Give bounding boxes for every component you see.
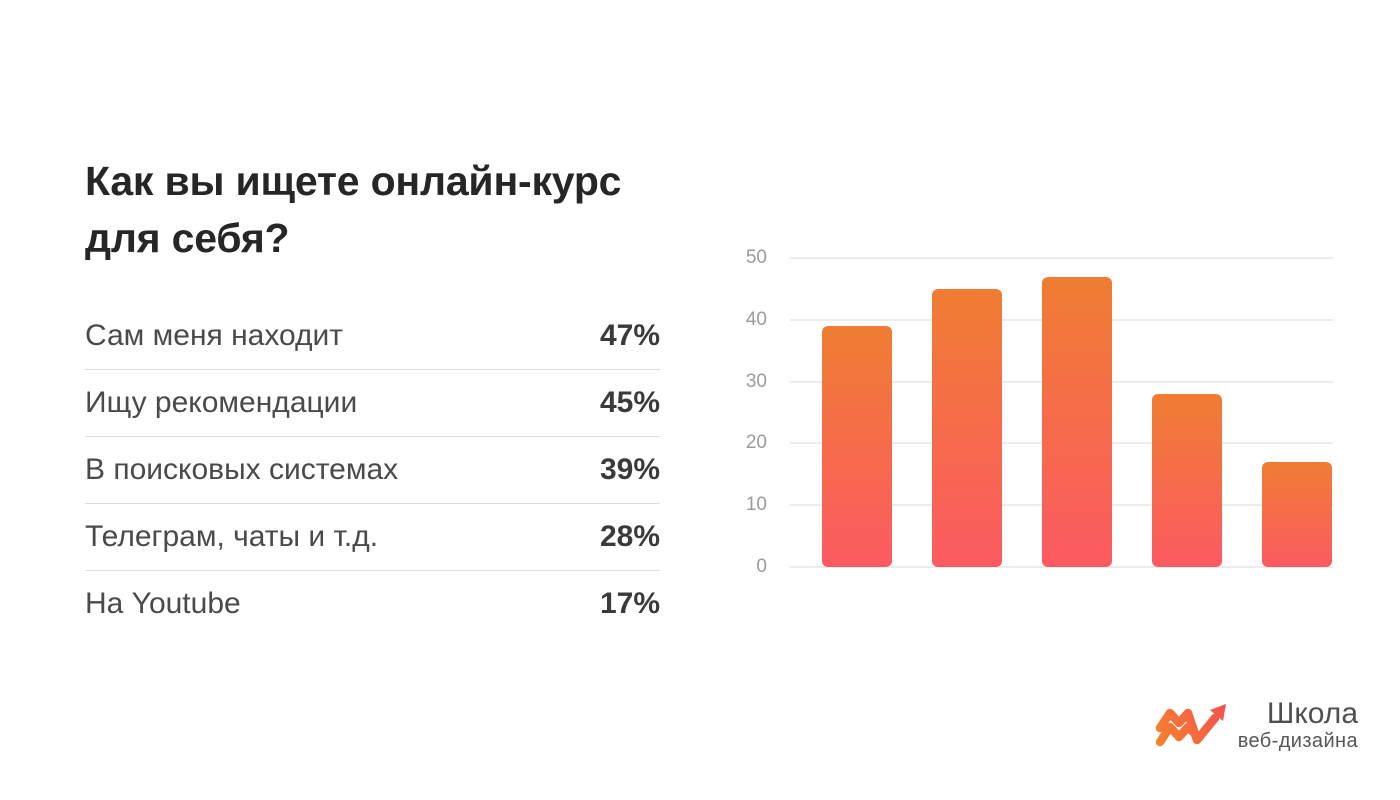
survey-row-value: 47% <box>599 318 660 352</box>
chart-bar <box>1152 393 1222 567</box>
y-axis-tick-label: 10 <box>745 494 767 516</box>
zigzag-arrow-icon <box>1155 704 1226 747</box>
y-axis-tick-label: 40 <box>745 308 767 330</box>
arrowhead <box>1209 704 1226 721</box>
survey-row: На Youtube 17% <box>85 570 660 637</box>
survey-results-list: Сам меня находит 47% Ищу рекомендации 45% В … <box>85 302 660 637</box>
chart-bar <box>1262 461 1332 567</box>
gridline <box>790 257 1333 259</box>
survey-row: В поисковых системах 39% <box>85 436 660 503</box>
bar-chart: 0102030405039%45%47%28%17% <box>746 247 1333 577</box>
page-title: Как вы ищете онлайн-курс для себя? <box>85 158 622 261</box>
survey-row-label: В поисковых системах <box>85 453 399 486</box>
chart-bar <box>1042 276 1112 567</box>
zigzag-line-lower <box>1155 722 1197 747</box>
survey-row-value: 17% <box>599 587 660 620</box>
logo-text: Школа веб-дизайна <box>1238 697 1358 753</box>
survey-row-label: Телеграм, чаты и т.д. <box>85 520 379 553</box>
survey-row-value: 39% <box>599 453 660 486</box>
survey-row-label: Ищу рекомендации <box>85 386 358 419</box>
chart-bar <box>932 288 1002 567</box>
survey-row: Телеграм, чаты и т.д. 28% <box>85 503 660 570</box>
y-axis-tick-label: 30 <box>745 370 767 392</box>
survey-row-value: 45% <box>599 386 660 419</box>
survey-row-label: Сам меня находит <box>85 318 344 352</box>
survey-row-value: 28% <box>599 520 660 553</box>
y-axis-tick-label: 50 <box>745 247 767 268</box>
logo: Школа веб-дизайна <box>1153 694 1358 756</box>
zigzag-line <box>1155 708 1219 745</box>
logo-subtitle: веб-дизайна <box>1237 730 1358 752</box>
chart-bar <box>822 325 892 567</box>
logo-title: Школа <box>1266 697 1358 730</box>
y-axis-tick-label: 20 <box>745 432 767 454</box>
survey-row: Сам меня находит 47% <box>85 302 660 369</box>
y-axis-tick-label: 0 <box>756 556 767 577</box>
survey-row-label: На Youtube <box>85 587 241 620</box>
survey-row: Ищу рекомендации 45% <box>85 369 660 436</box>
gridline <box>790 566 1333 568</box>
